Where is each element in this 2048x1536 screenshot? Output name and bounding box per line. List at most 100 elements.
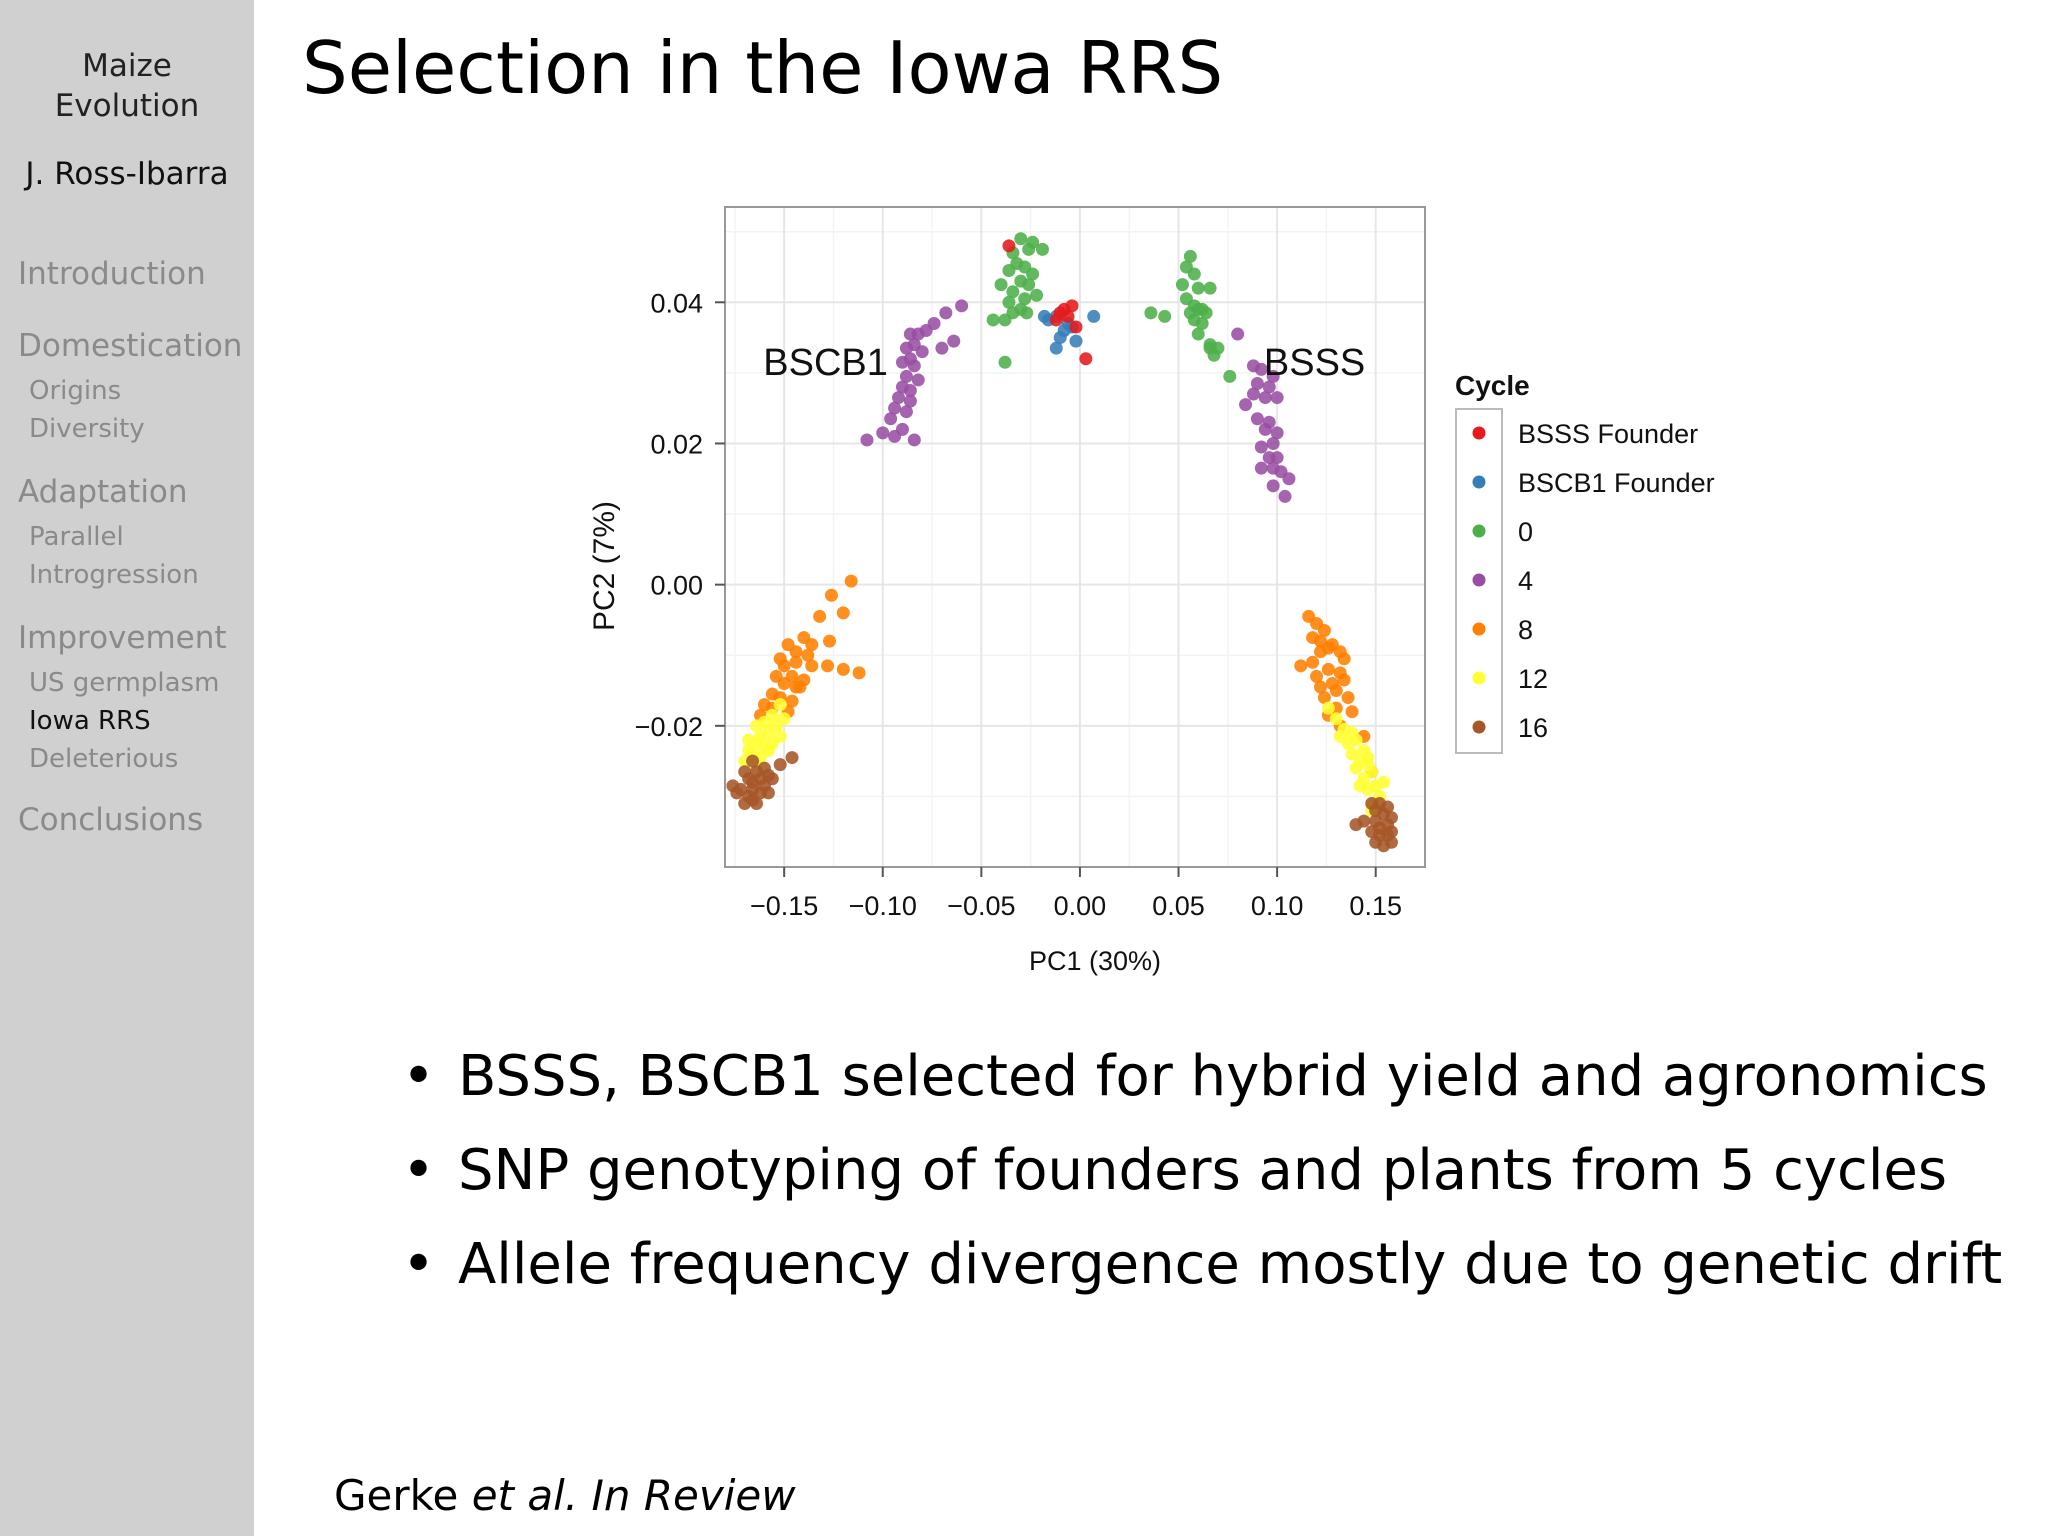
nav-section-adaptation[interactable]: Adaptation <box>18 474 188 510</box>
data-point-cycle-8 <box>821 659 835 673</box>
data-point-cycle-bsss-founder <box>1069 320 1083 334</box>
legend-key-bscb1-founder <box>1472 475 1486 489</box>
data-point-cycle-0 <box>1207 348 1221 362</box>
data-point-cycle-4 <box>1246 387 1260 401</box>
data-point-cycle-8 <box>1337 652 1351 666</box>
data-point-cycle-16 <box>1349 818 1363 832</box>
data-point-cycle-16 <box>1365 825 1379 839</box>
data-point-cycle-8 <box>1310 669 1324 683</box>
data-point-cycle-4 <box>899 341 913 355</box>
bullet-dot: • <box>402 1232 436 1297</box>
data-point-cycle-8 <box>836 606 850 620</box>
deck-title-line2: Evolution <box>54 88 200 124</box>
nav-item-us-germplasm[interactable]: US germplasm <box>29 668 220 698</box>
legend-label: 12 <box>1518 664 1548 694</box>
pca-scatter-chart: −0.15 −0.10 −0.05 0.00 0.05 0.10 0.15 −0.02 0.00… <box>588 206 1715 976</box>
chart-grid <box>725 207 1425 867</box>
data-point-cycle-12 <box>1321 701 1335 715</box>
legend-key-bsss-founder <box>1472 426 1486 440</box>
data-point-cycle-8 <box>844 574 858 588</box>
data-point-cycle-bsss-founder <box>1049 313 1063 327</box>
nav-item-deleterious[interactable]: Deleterious <box>29 744 179 774</box>
data-point-cycle-0 <box>986 313 1000 327</box>
data-point-cycle-0 <box>1002 295 1016 309</box>
data-point-cycle-16 <box>730 786 744 800</box>
data-point-cycle-4 <box>1270 426 1284 440</box>
data-point-cycle-0 <box>1191 281 1205 295</box>
nav-section-conclusions[interactable]: Conclusions <box>18 802 204 838</box>
data-point-cycle-12 <box>1349 733 1363 747</box>
x-tick-label: 0.00 <box>1054 891 1107 921</box>
data-point-cycle-4 <box>1231 327 1245 341</box>
nav-item-introgression[interactable]: Introgression <box>29 560 199 590</box>
data-point-cycle-8 <box>777 676 791 690</box>
deck-title-line1: Maize <box>82 48 172 84</box>
data-point-cycle-4 <box>892 391 906 405</box>
data-point-cycle-4 <box>1270 391 1284 405</box>
annotation-bscb1: BSCB1 <box>763 342 888 384</box>
data-point-cycle-8 <box>789 655 803 669</box>
data-point-cycle-8 <box>813 609 827 623</box>
data-point-cycle-4 <box>935 341 949 355</box>
data-point-cycle-4 <box>1266 479 1280 493</box>
x-tick-label: −0.15 <box>750 891 818 921</box>
data-point-cycle-8 <box>777 659 791 673</box>
data-point-cycle-12 <box>1349 761 1363 775</box>
data-point-cycle-0 <box>1144 306 1158 320</box>
data-point-cycle-0 <box>1035 242 1049 256</box>
data-point-cycle-16 <box>1384 835 1398 849</box>
data-point-cycle-bscb1-founder <box>1049 341 1063 355</box>
data-point-cycle-8 <box>789 645 803 659</box>
bullet-text: Allele frequency divergence mostly due t… <box>458 1232 2003 1297</box>
data-point-cycle-4 <box>1262 380 1276 394</box>
bullet-item: • Allele frequency divergence mostly due … <box>396 1218 2002 1312</box>
nav-section-introduction[interactable]: Introduction <box>18 256 206 292</box>
plot-frame <box>724 206 1426 868</box>
legend-label: BSSS Founder <box>1518 419 1698 449</box>
bullet-text: BSSS, BSCB1 selected for hybrid yield an… <box>458 1044 1988 1109</box>
y-tick-label: −0.02 <box>635 712 703 742</box>
data-point-cycle-4 <box>939 306 953 320</box>
legend-key-0 <box>1472 524 1486 538</box>
data-point-cycle-8 <box>852 666 866 680</box>
bullet-item: • BSSS, BSCB1 selected for hybrid yield a… <box>396 1030 2002 1124</box>
nav-item-iowa-rrs[interactable]: Iowa RRS <box>29 706 151 736</box>
chart-ticks: −0.15 −0.10 −0.05 0.00 0.05 0.10 0.15 −0.02 0.00… <box>635 288 1402 921</box>
x-axis-label: PC1 (30%) <box>1029 946 1161 976</box>
y-tick-label: 0.00 <box>650 571 703 601</box>
nav-section-improvement[interactable]: Improvement <box>18 620 227 656</box>
legend-label: 16 <box>1518 713 1548 743</box>
data-point-cycle-8 <box>1345 705 1359 719</box>
data-point-cycle-8 <box>824 588 838 602</box>
legend-key-12 <box>1472 671 1486 685</box>
data-point-cycle-4 <box>899 369 913 383</box>
data-point-cycle-4 <box>895 355 909 369</box>
nav-item-parallel[interactable]: Parallel <box>29 522 124 552</box>
data-point-cycle-bscb1-founder <box>1087 309 1101 323</box>
bullet-item: • SNP genotyping of founders and plants f… <box>396 1124 2002 1218</box>
data-point-cycle-16 <box>746 754 760 768</box>
data-point-cycle-4 <box>955 299 969 313</box>
data-point-cycle-0 <box>1020 306 1034 320</box>
data-point-cycle-12 <box>1329 712 1343 726</box>
data-point-cycle-16 <box>773 758 787 772</box>
nav-section-domestication[interactable]: Domestication <box>18 328 243 364</box>
data-point-cycle-8 <box>1337 673 1351 687</box>
bullet-text: SNP genotyping of founders and plants fr… <box>458 1138 1948 1203</box>
deck-author: J. Ross-Ibarra <box>25 156 229 192</box>
sidebar: Maize Evolution J. Ross-Ibarra Introduct… <box>0 0 254 1536</box>
data-point-cycle-0 <box>1018 292 1032 306</box>
nav-item-origins[interactable]: Origins <box>29 376 122 406</box>
data-point-cycle-8 <box>1341 691 1355 705</box>
data-point-cycle-4 <box>1282 472 1296 486</box>
data-point-cycle-4 <box>947 334 961 348</box>
legend-title: Cycle <box>1455 370 1530 401</box>
legend-label: 4 <box>1518 566 1533 596</box>
data-point-cycle-0 <box>1195 316 1209 330</box>
data-point-cycle-0 <box>1187 267 1201 281</box>
data-point-cycle-bscb1-founder <box>1069 334 1083 348</box>
data-point-cycle-8 <box>1313 680 1327 694</box>
data-point-cycle-4 <box>915 345 929 359</box>
nav-item-diversity[interactable]: Diversity <box>29 414 145 444</box>
legend-key-4 <box>1472 573 1486 587</box>
